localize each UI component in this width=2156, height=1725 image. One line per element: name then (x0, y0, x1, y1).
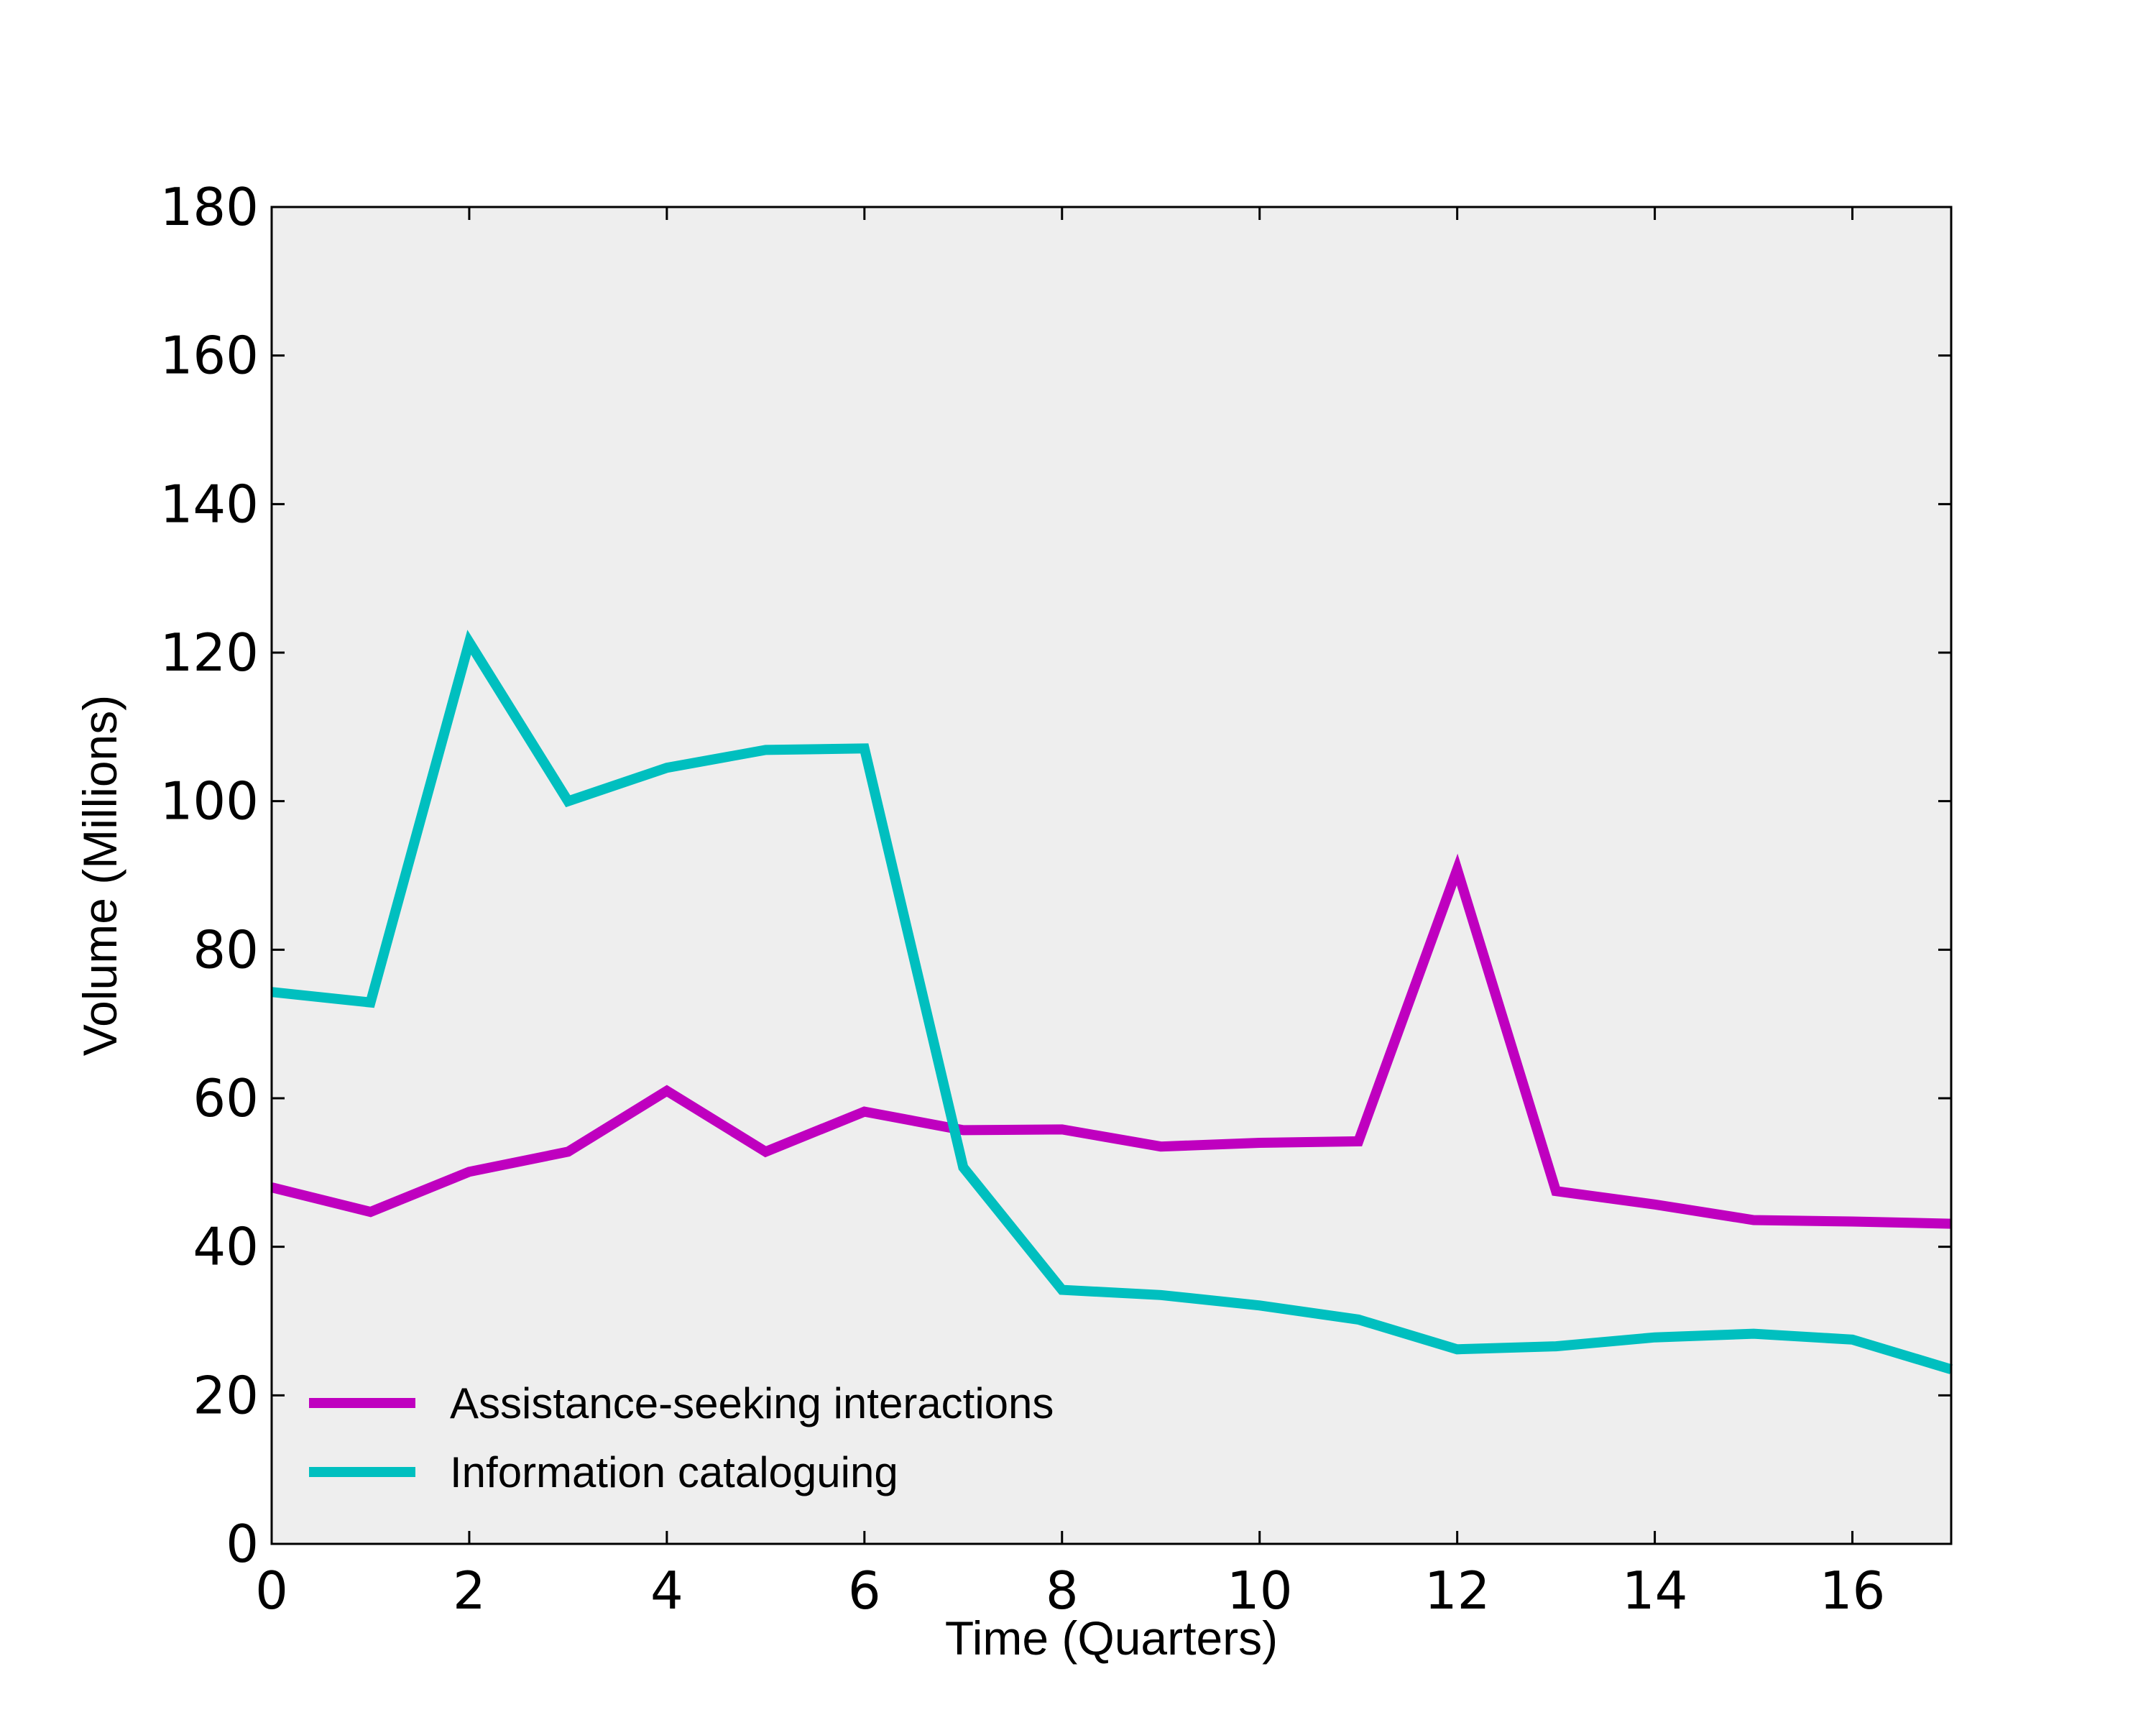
x-tick-label: 4 (650, 1560, 683, 1621)
x-axis-label: Time (Quarters) (945, 1611, 1278, 1665)
y-tick-label: 20 (193, 1365, 259, 1425)
y-tick-label: 60 (193, 1068, 259, 1128)
series-line-1 (270, 853, 1952, 1229)
legend: Assistance-seeking interactions Informati… (309, 1379, 1054, 1496)
series-layer (270, 630, 1953, 1374)
x-tick-label: 2 (453, 1560, 486, 1621)
x-tick-label: 8 (1046, 1560, 1079, 1621)
x-tick-label: 12 (1424, 1560, 1491, 1621)
y-tick-label: 40 (193, 1217, 259, 1277)
y-tick-label: 140 (160, 474, 259, 534)
x-tick-label: 0 (255, 1560, 288, 1621)
x-tick-label: 16 (1820, 1560, 1886, 1621)
y-tick-label: 160 (160, 326, 259, 386)
y-tick-label: 120 (160, 622, 259, 683)
x-tick-label: 10 (1227, 1560, 1293, 1621)
plot-area (272, 207, 1951, 1544)
x-tick-label: 14 (1622, 1560, 1688, 1621)
y-tick-label: 0 (226, 1514, 259, 1574)
axes-frame (270, 206, 1953, 1545)
y-tick-label: 100 (160, 771, 259, 832)
y-axis-label: Volume (Millions) (73, 695, 126, 1056)
y-tick-label: 180 (160, 177, 259, 237)
x-tick-label: 6 (848, 1560, 881, 1621)
legend-label-1: Assistance-seeking interactions (450, 1379, 1054, 1427)
series-line-2 (271, 630, 1953, 1374)
legend-label-2: Information cataloguing (450, 1448, 898, 1496)
y-tick-label: 80 (193, 919, 259, 980)
